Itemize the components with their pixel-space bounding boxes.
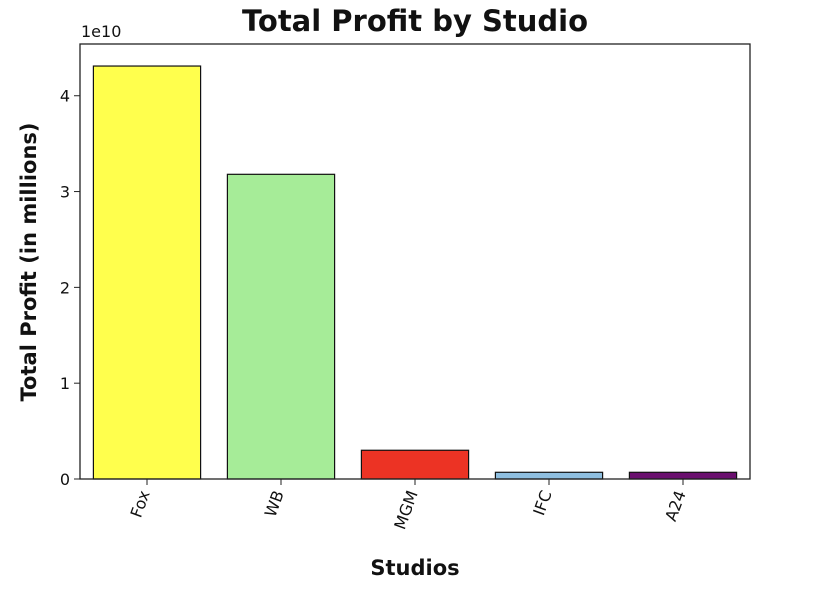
y-tick-label: 3 xyxy=(60,183,70,202)
x-axis-label: Studios xyxy=(370,556,459,580)
bar-wb xyxy=(226,173,336,480)
bars-group xyxy=(92,65,738,480)
y-tick-label: 0 xyxy=(60,470,70,489)
x-tick-label: IFC xyxy=(529,488,555,518)
x-axis-ticks: Fox WB MGM IFC A24 xyxy=(127,479,690,532)
plot-frame xyxy=(79,43,751,480)
x-tick-label: MGM xyxy=(390,488,422,532)
y-tick-label: 4 xyxy=(60,87,70,106)
x-tick-label: Fox xyxy=(127,488,154,520)
bar-a24 xyxy=(628,471,738,480)
y-axis-label: Total Profit (in millions) xyxy=(17,123,41,402)
y-axis-offset-label: 1e10 xyxy=(81,22,121,41)
bar-ifc xyxy=(494,471,604,480)
bar-mgm xyxy=(360,449,470,480)
y-axis-ticks: 0 1 2 3 4 xyxy=(60,87,80,489)
y-tick-label: 1 xyxy=(60,374,70,393)
x-tick-label: WB xyxy=(261,488,288,520)
chart-title: Total Profit by Studio xyxy=(242,4,588,38)
y-tick-label: 2 xyxy=(60,278,70,297)
bar-fox xyxy=(92,65,202,480)
x-tick-label: A24 xyxy=(661,488,690,524)
